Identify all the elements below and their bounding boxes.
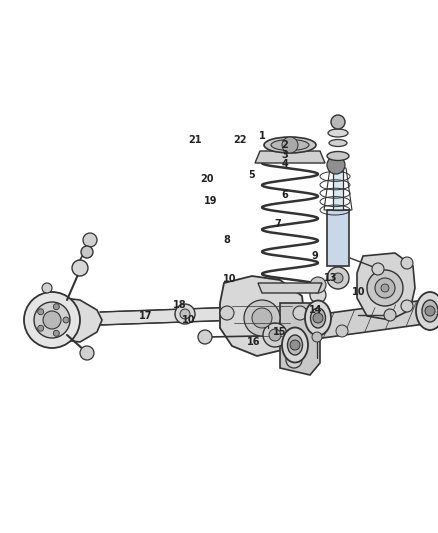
Circle shape [43,311,61,329]
Circle shape [290,340,300,350]
Circle shape [336,325,348,337]
Polygon shape [357,253,415,320]
Circle shape [286,352,302,368]
Text: 18: 18 [173,300,187,310]
Ellipse shape [327,151,349,160]
Circle shape [312,332,322,342]
Text: 7: 7 [274,219,281,229]
Circle shape [293,306,307,320]
Circle shape [198,330,212,344]
Ellipse shape [282,327,308,362]
Text: 6: 6 [281,190,288,199]
Circle shape [180,309,190,319]
Text: 19: 19 [205,197,218,206]
Circle shape [269,329,281,341]
Polygon shape [258,283,322,293]
Circle shape [53,304,59,310]
Ellipse shape [416,292,438,330]
Text: 21: 21 [188,135,201,144]
Circle shape [42,283,52,293]
Circle shape [263,323,287,347]
Polygon shape [255,151,325,163]
Circle shape [313,313,323,323]
Text: 14: 14 [309,305,322,315]
Text: 10: 10 [223,274,237,284]
Text: 20: 20 [200,174,213,183]
Circle shape [425,306,435,316]
Ellipse shape [305,301,331,335]
Circle shape [175,304,195,324]
Text: 5: 5 [248,170,255,180]
Text: 4: 4 [281,159,288,168]
Text: 15: 15 [273,327,286,336]
Circle shape [282,137,298,153]
Circle shape [83,233,97,247]
Polygon shape [280,303,320,375]
Circle shape [327,267,349,289]
Circle shape [375,278,395,298]
Ellipse shape [329,140,347,147]
Circle shape [401,300,413,312]
Circle shape [384,309,396,321]
Circle shape [367,270,403,306]
Circle shape [310,277,326,293]
Text: 1: 1 [259,131,266,141]
Text: 9: 9 [311,251,318,261]
Polygon shape [100,307,240,325]
Circle shape [72,260,88,276]
Circle shape [220,306,234,320]
Ellipse shape [328,129,348,137]
Text: 3: 3 [281,150,288,159]
Circle shape [63,317,69,323]
Circle shape [381,284,389,292]
Polygon shape [57,298,102,342]
Text: 13: 13 [324,273,337,283]
Text: 17: 17 [139,311,152,320]
Polygon shape [220,276,304,356]
Circle shape [327,156,345,174]
Circle shape [80,346,94,360]
Circle shape [53,330,59,336]
Circle shape [401,257,413,269]
Circle shape [372,263,384,275]
Circle shape [252,308,272,328]
Text: 2: 2 [281,140,288,150]
Circle shape [310,287,326,303]
Ellipse shape [287,335,303,355]
Circle shape [244,300,280,336]
Text: 22: 22 [233,135,247,144]
Polygon shape [327,210,349,266]
Circle shape [333,273,343,283]
Text: 10: 10 [182,315,195,325]
Ellipse shape [311,308,325,328]
Text: 8: 8 [223,235,230,245]
Text: 16: 16 [247,337,261,347]
Circle shape [38,309,44,315]
Circle shape [24,292,80,348]
Ellipse shape [422,300,438,322]
Ellipse shape [271,140,309,150]
Ellipse shape [264,137,316,153]
Circle shape [81,246,93,258]
Polygon shape [333,158,343,210]
Text: 10: 10 [352,287,365,297]
Circle shape [331,115,345,129]
Circle shape [38,325,44,331]
Circle shape [34,302,70,338]
Polygon shape [303,299,436,340]
